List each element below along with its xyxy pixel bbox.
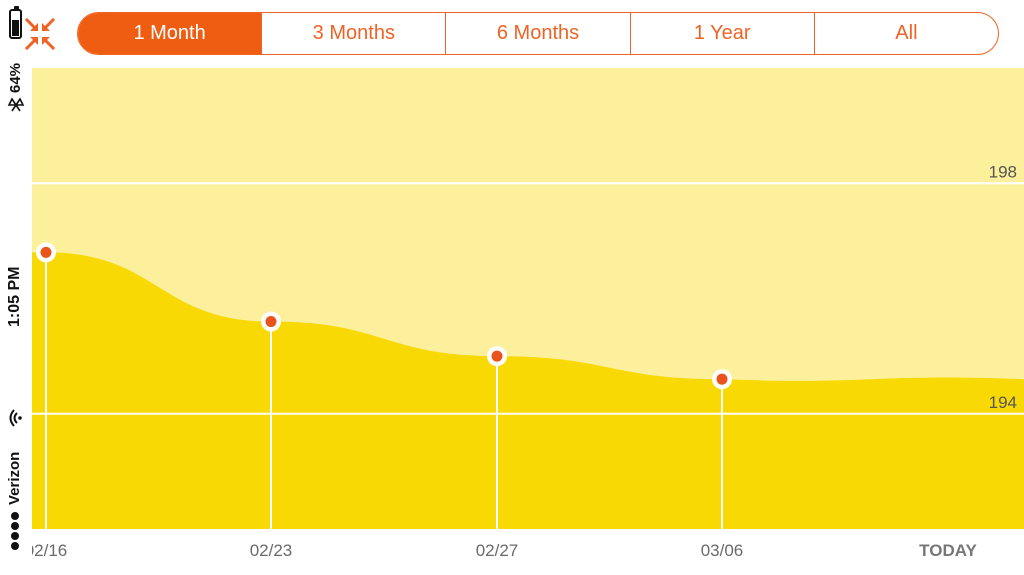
bluetooth-icon bbox=[7, 97, 25, 112]
x-tick-label: 02/27 bbox=[476, 541, 519, 560]
tab-1-month[interactable]: 1 Month bbox=[78, 13, 262, 54]
y-tick-label: 194 bbox=[989, 393, 1017, 412]
signal-dots-icon bbox=[11, 512, 21, 552]
data-point-dot bbox=[265, 316, 277, 328]
tab-6-months[interactable]: 6 Months bbox=[445, 13, 629, 54]
data-point-dot bbox=[40, 246, 52, 258]
collapse-arrows-icon[interactable] bbox=[24, 17, 56, 51]
tab-all[interactable]: All bbox=[813, 13, 998, 54]
wifi-icon bbox=[9, 409, 22, 427]
data-point-dot bbox=[491, 350, 503, 362]
x-tick-label: 02/16 bbox=[25, 541, 68, 560]
battery-icon bbox=[9, 6, 22, 39]
x-tick-label: TODAY bbox=[919, 541, 977, 560]
tab-1-year[interactable]: 1 Year bbox=[629, 13, 814, 54]
status-time: 1:05 PM bbox=[6, 266, 23, 327]
tab-3-months[interactable]: 3 Months bbox=[261, 13, 445, 54]
time-range-selector: 1 Month 3 Months 6 Months 1 Year All bbox=[77, 12, 999, 55]
x-tick-label: 02/23 bbox=[250, 541, 293, 560]
status-bar: 64% 1:05 PM Verizon bbox=[0, 0, 32, 575]
y-tick-label: 198 bbox=[989, 162, 1017, 181]
chart-area bbox=[0, 252, 1024, 529]
data-point-dot bbox=[716, 373, 728, 385]
battery-percent: 64% bbox=[7, 62, 24, 93]
x-tick-label: 03/06 bbox=[701, 541, 744, 560]
carrier-name: Verizon bbox=[6, 451, 23, 505]
